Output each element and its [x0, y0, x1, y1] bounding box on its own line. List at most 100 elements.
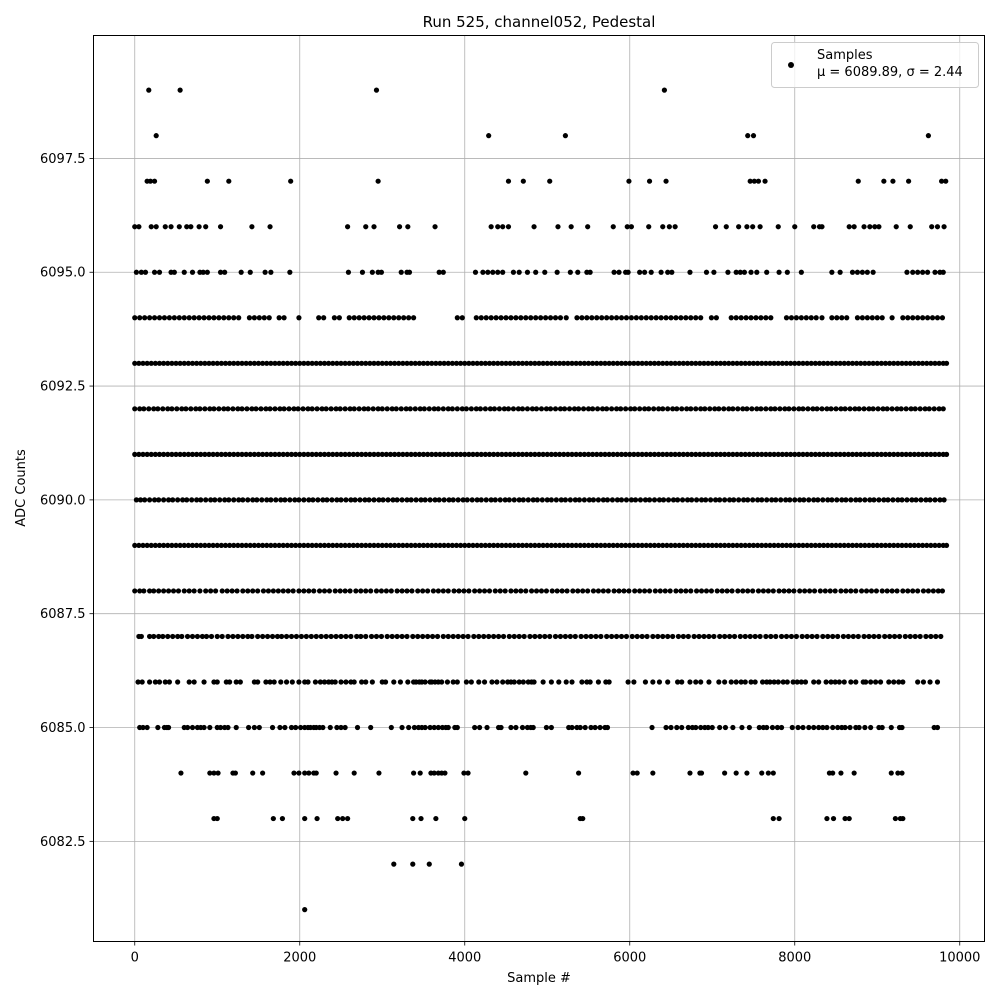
data-point: [771, 542, 777, 549]
data-point: [738, 542, 744, 549]
data-point: [231, 315, 237, 321]
data-point: [693, 497, 700, 503]
data-point: [239, 451, 245, 457]
data-point: [433, 542, 439, 549]
data-point: [587, 679, 593, 685]
data-point: [380, 497, 386, 503]
data-point: [317, 542, 323, 549]
data-point: [227, 360, 233, 366]
data-point: [940, 269, 946, 275]
data-point: [745, 588, 751, 594]
data-point: [548, 497, 554, 503]
data-point: [505, 224, 512, 230]
data-point: [133, 269, 139, 275]
data-point: [264, 497, 270, 503]
data-point: [196, 224, 202, 230]
data-point: [939, 315, 946, 321]
data-point: [753, 315, 759, 321]
data-point: [800, 360, 806, 366]
data-point: [235, 406, 241, 412]
data-point: [606, 679, 612, 685]
data-point: [734, 542, 740, 549]
data-point: [750, 588, 756, 594]
data-point: [217, 224, 224, 230]
data-point: [515, 542, 521, 549]
data-point: [207, 724, 213, 731]
data-point: [614, 451, 620, 457]
data-point: [511, 451, 517, 457]
data-point: [347, 406, 353, 412]
data-point: [927, 679, 933, 685]
data-point: [884, 406, 890, 412]
data-point: [623, 451, 629, 457]
data-point: [706, 633, 712, 640]
data-point: [665, 269, 671, 275]
data-point: [415, 633, 421, 640]
data-point: [249, 633, 255, 640]
y-tick-label: 6082.5: [40, 835, 86, 850]
legend-box: [771, 42, 979, 88]
data-point: [904, 497, 910, 503]
data-point: [473, 315, 479, 321]
data-point: [204, 269, 210, 275]
data-point: [156, 360, 163, 366]
data-point: [556, 679, 562, 685]
data-point: [247, 269, 253, 275]
data-point: [767, 542, 773, 549]
data-point: [616, 588, 622, 594]
data-point: [530, 497, 536, 503]
data-point: [503, 542, 509, 549]
data-point: [272, 406, 278, 412]
data-point: [358, 633, 364, 640]
data-point: [731, 497, 737, 503]
data-point: [309, 451, 315, 457]
data-point: [375, 451, 381, 457]
data-point: [254, 497, 260, 503]
data-point: [855, 633, 861, 640]
data-point: [152, 679, 158, 685]
data-point: [816, 724, 822, 731]
data-point: [222, 269, 228, 275]
data-point: [830, 724, 836, 731]
data-point: [854, 315, 861, 321]
data-point: [434, 633, 441, 640]
data-point: [838, 588, 844, 594]
data-point: [845, 451, 851, 457]
data-point: [698, 497, 705, 503]
data-point: [756, 724, 762, 731]
data-point: [511, 633, 517, 640]
data-point: [141, 588, 147, 594]
data-point: [570, 588, 576, 594]
data-point: [799, 633, 805, 640]
data-point: [676, 542, 682, 549]
data-point: [404, 588, 410, 594]
data-point: [152, 451, 158, 457]
data-point: [169, 451, 175, 457]
data-point: [133, 497, 139, 503]
data-point: [500, 269, 506, 275]
data-point: [824, 406, 830, 412]
data-point: [711, 269, 717, 275]
data-point: [531, 224, 537, 230]
data-point: [317, 451, 323, 457]
data-point: [599, 315, 605, 321]
data-point: [642, 588, 648, 594]
data-point: [482, 406, 488, 412]
data-point: [569, 451, 575, 457]
data-point: [151, 315, 158, 321]
data-point: [206, 451, 212, 457]
data-point: [343, 679, 349, 685]
data-point: [757, 633, 763, 640]
data-point: [397, 679, 403, 685]
data-point: [482, 451, 488, 457]
data-point: [278, 679, 284, 685]
data-point: [301, 451, 307, 457]
data-point: [508, 588, 514, 594]
data-point: [404, 360, 410, 366]
data-point: [783, 497, 789, 503]
data-point: [313, 451, 319, 457]
data-point: [433, 815, 439, 822]
data-point: [354, 451, 361, 457]
data-point: [208, 497, 214, 503]
data-point: [594, 360, 600, 366]
